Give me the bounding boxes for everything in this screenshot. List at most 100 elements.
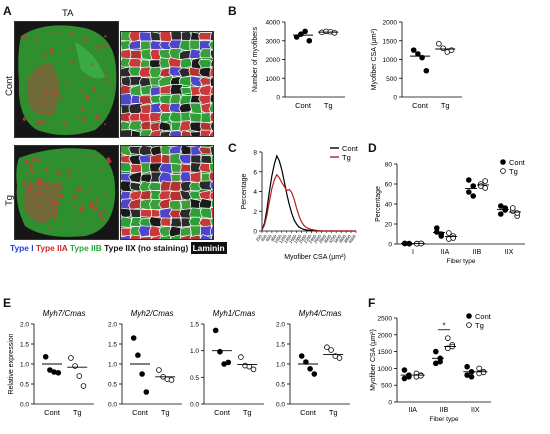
- D-point-tg: [482, 185, 489, 191]
- F-point-cont: [406, 373, 412, 380]
- D-x-tick-label: IIX: [505, 249, 514, 256]
- B-right-point-cont: [415, 51, 421, 57]
- E4-y-tick-label: 2.0: [276, 322, 285, 329]
- B-right-point-cont: [410, 47, 417, 53]
- E2-y-tick-label: 0.5: [108, 382, 117, 389]
- E4-point-cont: [307, 365, 313, 372]
- C-x-tick-label: 2400: [308, 233, 318, 244]
- E3-y-tick-label: 1.5: [190, 322, 199, 329]
- E4-y-tick-label: 1.0: [276, 362, 285, 369]
- C-y-tick-label: 8: [253, 150, 257, 157]
- C-x-tick-label: 3200: [328, 233, 338, 244]
- D-y-tick-label: 0: [388, 242, 392, 249]
- D-y-tick-label: 20: [385, 222, 393, 229]
- D-y-tick-label: 60: [385, 182, 393, 189]
- E3-x-tick-label: Tg: [243, 408, 252, 417]
- B-right-y-tick-label: 0: [393, 95, 397, 102]
- F-point-cont: [468, 373, 475, 380]
- legend-type2x: Type IIX (no staining): [104, 243, 189, 253]
- B-right-x-tick-label: Tg: [441, 101, 450, 110]
- C-x-tick-label: 2000: [298, 233, 308, 244]
- E4-point-cont: [298, 353, 305, 359]
- legend-type2b: Type IIB: [69, 243, 102, 253]
- F-x-label: Fiber type: [430, 416, 459, 423]
- D-point-cont: [465, 177, 472, 183]
- E4-y-tick-label: 0.0: [276, 402, 285, 409]
- E2-y-tick-label: 1.0: [108, 362, 117, 369]
- E1-x-tick-label: Tg: [73, 408, 82, 417]
- B-right-y-tick-label: 1500: [383, 38, 398, 45]
- B-left-y-label: Number of myofibers: [252, 27, 259, 92]
- C-x-label: Myofiber CSA (μm²): [284, 254, 346, 261]
- F-point-tg: [476, 365, 482, 372]
- E4-y-tick-label: 1.5: [276, 342, 285, 349]
- C-legend-label: Cont: [342, 144, 359, 153]
- D-point-cont: [470, 183, 477, 189]
- whole-muscle-image-tg: [14, 145, 119, 240]
- E2-title: Myh2/Cmas: [131, 309, 174, 318]
- D-point-tg: [445, 230, 452, 236]
- F-y-tick-label: 2000: [378, 332, 393, 339]
- C-x-tick-label: 1600: [288, 233, 298, 244]
- D-point-tg: [482, 178, 489, 184]
- E1-point-tg: [68, 355, 74, 361]
- E3-x-tick-label: Cont: [214, 408, 231, 417]
- C-y-tick-label: 0: [253, 229, 257, 236]
- B-left-point-cont: [293, 34, 300, 40]
- B-left-y-tick-label: 0: [276, 95, 280, 102]
- F-y-tick-label: 2500: [378, 316, 393, 323]
- D-point-cont: [497, 203, 504, 209]
- C-x-tick-label: 2800: [318, 233, 328, 244]
- E3-point-cont: [225, 359, 232, 366]
- panel-e-letter: E: [3, 296, 12, 310]
- F-point-tg: [418, 372, 424, 379]
- C-legend-label: Tg: [342, 153, 351, 162]
- C-line-cont: [261, 154, 356, 232]
- D-point-tg: [509, 205, 516, 211]
- zoom-image-cont: [120, 31, 214, 137]
- E2-point-cont: [130, 335, 137, 341]
- B-right-point-tg: [448, 47, 455, 53]
- zoom-image-tg: [120, 145, 214, 240]
- B-right-y-tick-label: 2000: [383, 20, 398, 27]
- F-point-tg: [480, 369, 487, 376]
- B-left-y-tick-label: 4000: [266, 20, 281, 27]
- D-point-cont: [497, 211, 504, 217]
- E2-y-tick-label: 2.0: [108, 322, 117, 329]
- E2-point-cont: [135, 352, 141, 359]
- F-x-tick-label: IIB: [440, 407, 449, 414]
- B-right-x-tick-label: Cont: [412, 101, 429, 110]
- muscle-label: TA: [62, 8, 74, 19]
- C-x-tick-label: 1000: [273, 233, 283, 244]
- C-x-tick-label: 4000: [347, 233, 357, 244]
- C-x-tick-label: 3600: [337, 233, 347, 244]
- D-point-cont: [433, 229, 440, 235]
- D-point-cont: [502, 207, 509, 213]
- E4-x-tick-label: Tg: [329, 408, 338, 417]
- F-point-cont: [464, 363, 470, 370]
- F-sig-annotation: *: [442, 321, 445, 330]
- C-x-tick-label: 3400: [333, 233, 343, 244]
- E2-point-cont: [143, 389, 150, 395]
- E2-x-tick-label: Cont: [132, 408, 149, 417]
- D-legend-marker: [500, 159, 506, 165]
- F-legend-label: Cont: [475, 312, 492, 321]
- D-x-label: Fiber type: [447, 258, 476, 265]
- D-x-tick-label: IIB: [473, 249, 482, 256]
- C-x-tick-label: 600: [265, 233, 273, 242]
- F-point-cont: [401, 367, 408, 373]
- E3-y-tick-label: 0.5: [190, 375, 199, 382]
- panel-d-letter: D: [368, 141, 377, 155]
- E1-x-tick-label: Cont: [44, 408, 61, 417]
- E3-point-tg: [250, 366, 257, 373]
- C-x-tick-label: 3000: [323, 233, 333, 244]
- D-point-cont: [438, 233, 445, 239]
- D-x-tick-label: IIA: [441, 249, 450, 256]
- E4-point-tg: [324, 344, 330, 351]
- E2-y-tick-label: 0.0: [108, 402, 117, 409]
- F-point-cont: [437, 358, 444, 365]
- E1-point-tg: [72, 363, 78, 369]
- C-x-tick-label: 2600: [313, 233, 323, 244]
- E1-y-tick-label: 1.5: [20, 342, 29, 349]
